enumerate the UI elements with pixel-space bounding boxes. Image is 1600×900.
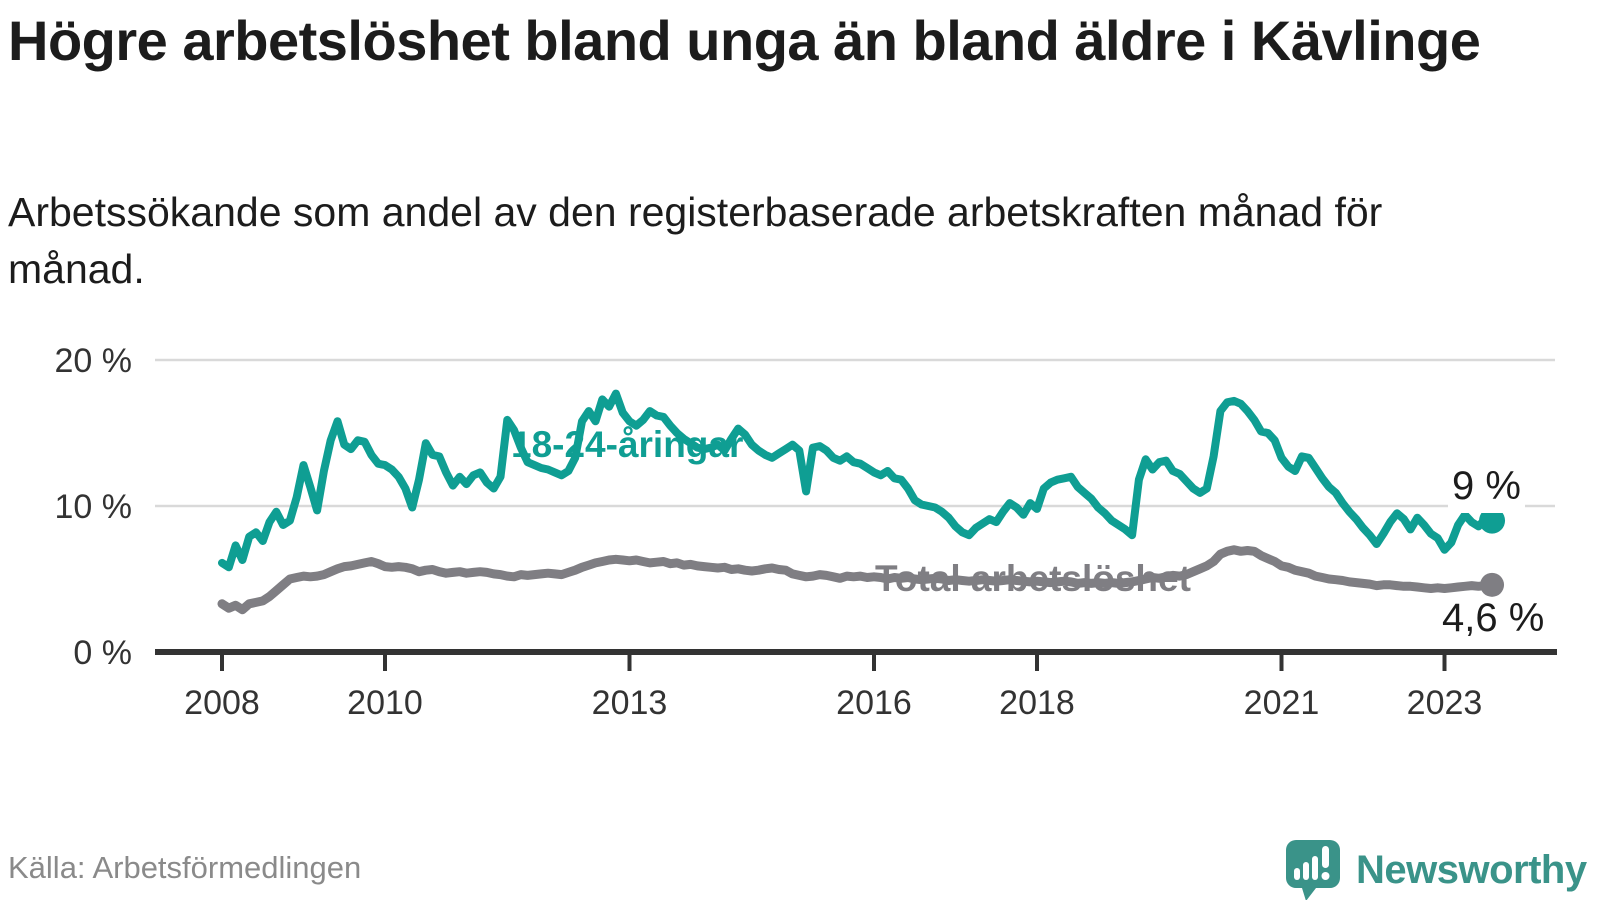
- svg-text:2013: 2013: [592, 684, 668, 722]
- svg-text:0 %: 0 %: [73, 634, 132, 672]
- newsworthy-logo: Newsworthy: [1284, 838, 1587, 900]
- chart-subtitle: Arbetssökande som andel av den registerb…: [8, 189, 1383, 292]
- svg-text:2010: 2010: [347, 684, 423, 722]
- page-title: Högre arbetslöshet bland unga än bland ä…: [8, 9, 1481, 72]
- svg-text:2023: 2023: [1407, 684, 1483, 722]
- svg-text:2008: 2008: [184, 684, 260, 722]
- svg-text:2016: 2016: [836, 684, 912, 722]
- series-label-youth: 18-24-åringar: [511, 424, 744, 465]
- svg-text:10 %: 10 %: [55, 488, 133, 526]
- newsworthy-logo-text: Newsworthy: [1356, 847, 1587, 892]
- end-value-label-youth: 9 %: [1448, 464, 1525, 513]
- source-note: Källa: Arbetsförmedlingen: [8, 850, 362, 885]
- series-label-total: Total arbetslöshet: [875, 558, 1191, 599]
- end-value-label-total: 4,6 %: [1442, 596, 1545, 640]
- svg-text:20 %: 20 %: [55, 342, 133, 380]
- svg-text:2018: 2018: [999, 684, 1075, 722]
- newsworthy-speech-bubble-bar-chart-icon: [1286, 840, 1340, 900]
- svg-text:2021: 2021: [1244, 684, 1320, 722]
